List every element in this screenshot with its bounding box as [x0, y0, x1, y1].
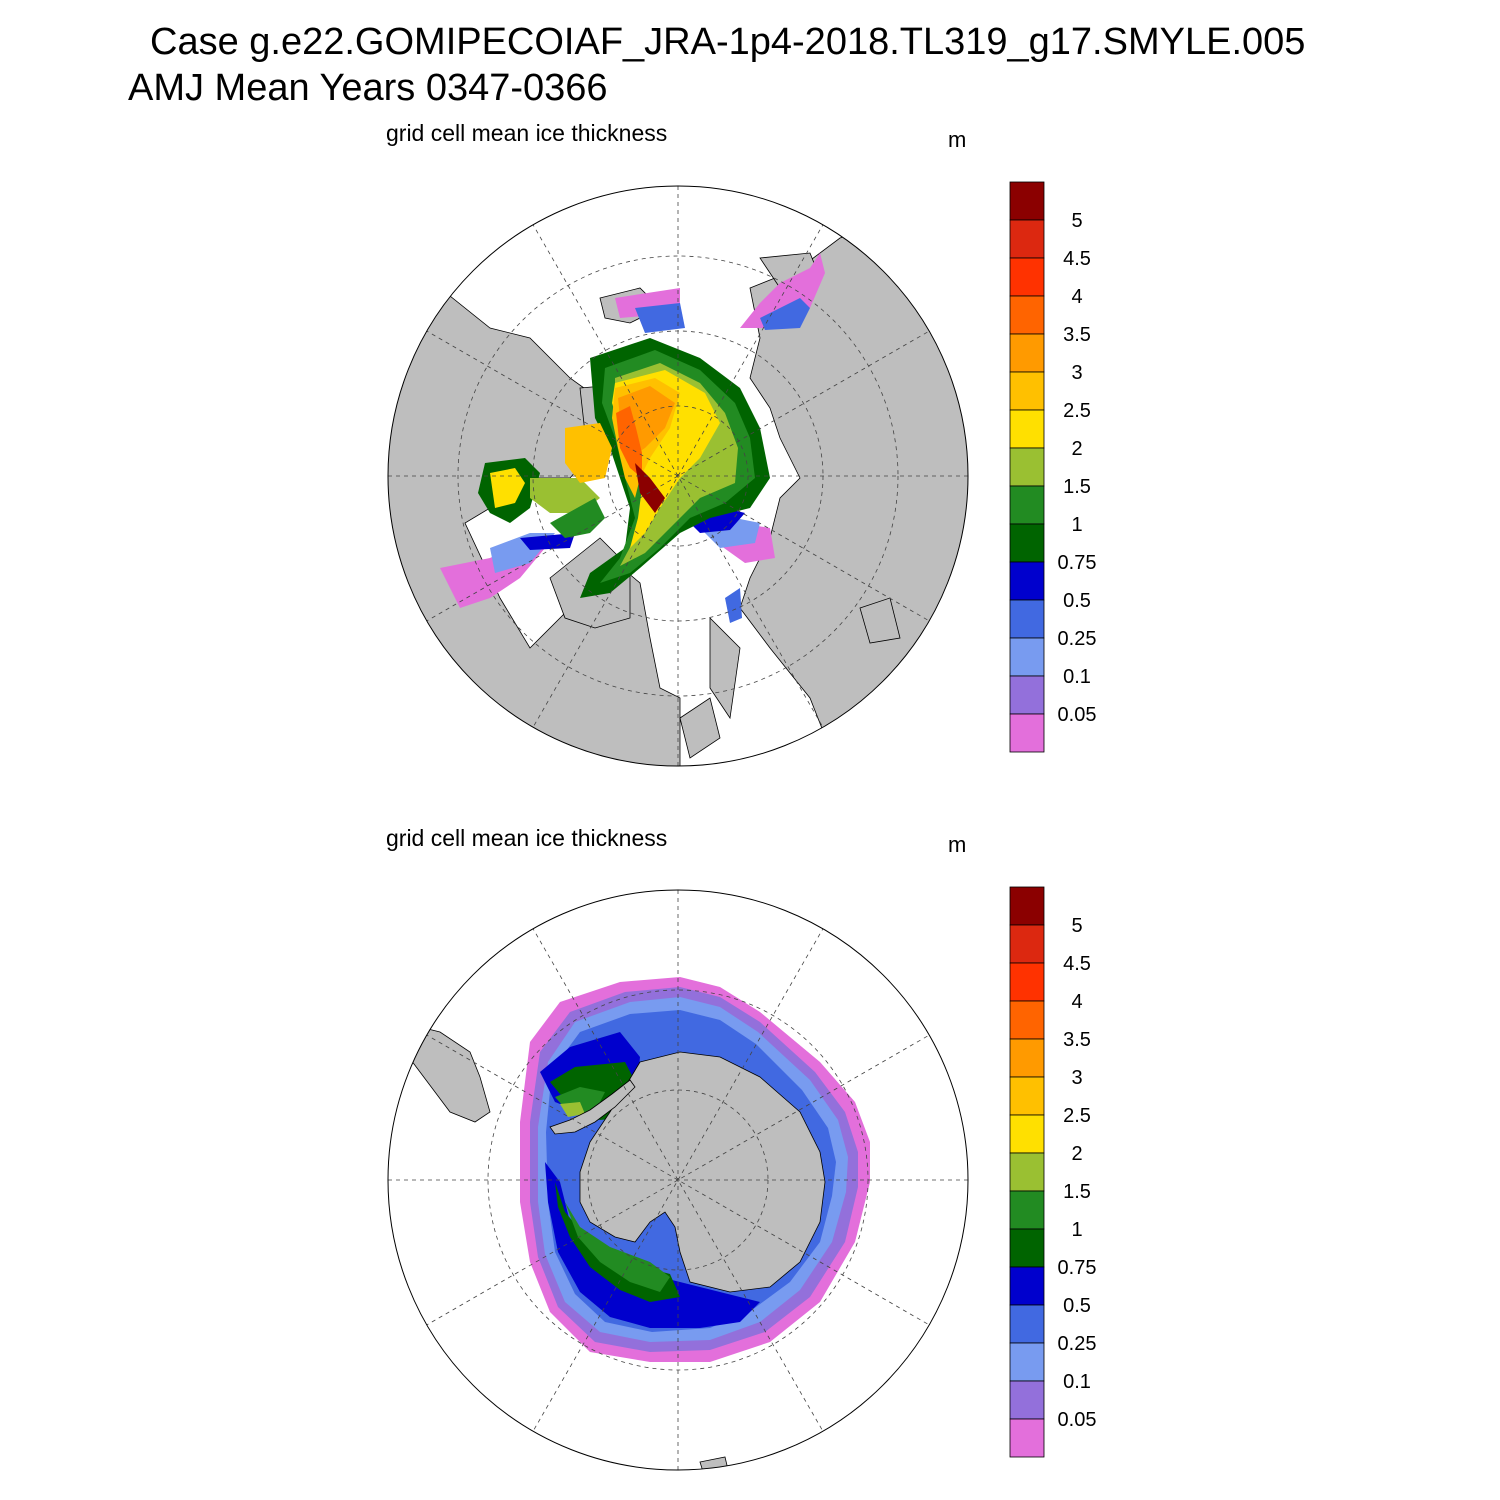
- colorbar-tick-label: 4: [1071, 286, 1082, 308]
- colorbar-bin: [1009, 962, 1045, 1002]
- colorbar-bin: [1009, 1152, 1045, 1192]
- colorbar-tick-label: 4.5: [1063, 953, 1091, 975]
- colorbar-tick-label: 0.75: [1058, 1257, 1097, 1279]
- colorbar-bin: [1009, 1190, 1045, 1230]
- colorbar-tick-label: 5: [1071, 915, 1082, 937]
- colorbar-tick-label: 0.1: [1063, 666, 1091, 688]
- panel-title-antarctic: grid cell mean ice thickness: [386, 825, 668, 851]
- colorbar-bin: [1009, 1000, 1045, 1040]
- antarctic-peninsula: [549, 1079, 636, 1135]
- colorbar-tick-label: 0.25: [1058, 1333, 1097, 1355]
- map-border: [387, 185, 969, 767]
- colorbar-tick-label: 3.5: [1063, 324, 1091, 346]
- colorbar-tick-label: 0.25: [1058, 628, 1097, 650]
- colorbar-bin: [1009, 713, 1045, 753]
- colorbar-bin: [1009, 485, 1045, 525]
- colorbar-tick-label: 0.1: [1063, 1371, 1091, 1393]
- arctic-map: [387, 185, 969, 767]
- ice-ross: [545, 1162, 760, 1328]
- colorbar-bin: [1009, 295, 1045, 335]
- colorbar-bin: [1009, 675, 1045, 715]
- colorbar-tick-label: 2: [1071, 1143, 1082, 1165]
- graticule: [388, 890, 968, 1470]
- colorbar-tick-label: 4.5: [1063, 248, 1091, 270]
- colorbar-bin: [1009, 1114, 1045, 1154]
- colorbar-bin: [1009, 599, 1045, 639]
- panel-title-arctic: grid cell mean ice thickness: [386, 120, 668, 146]
- colorbar-bin: [1009, 333, 1045, 373]
- colorbar-tick-label: 3: [1071, 362, 1082, 384]
- unit-label-arctic: m: [948, 127, 967, 152]
- ice-ca-archipelago: [565, 423, 612, 483]
- colorbar-bin: [1009, 637, 1045, 677]
- colorbar-tick-label: 2.5: [1063, 1105, 1091, 1127]
- colorbar-tick-label: 2.5: [1063, 400, 1091, 422]
- colorbar-tick-label: 1.5: [1063, 476, 1091, 498]
- colorbar-antarctic: 5 4.5 4 3.5 3 2.5 2 1.5 1 0.75 0.5 0.25 0.1 0.05: [1009, 886, 1097, 1458]
- colorbar-tick-label: 1: [1071, 1219, 1082, 1241]
- colorbar-bin: [1009, 447, 1045, 487]
- colorbar-bin: [1009, 1228, 1045, 1268]
- colorbar-bin: [1009, 1038, 1045, 1078]
- south-america: [399, 1021, 491, 1123]
- colorbar-tick-label: 3.5: [1063, 1029, 1091, 1051]
- colorbar-tick-label: 1: [1071, 514, 1082, 536]
- colorbar-tick-label: 2: [1071, 438, 1082, 460]
- colorbar-bin: [1009, 219, 1045, 259]
- colorbar-bin: [1009, 1418, 1045, 1458]
- figure-title: Case g.e22.GOMIPECOIAF_JRA-1p4-2018.TL31…: [150, 21, 1306, 63]
- colorbar-bin: [1009, 1304, 1045, 1344]
- colorbar-tick-label: 0.75: [1058, 552, 1097, 574]
- colorbar-bin: [1009, 409, 1045, 449]
- graticule: [388, 186, 968, 766]
- colorbar-tick-label: 0.05: [1058, 704, 1097, 726]
- colorbar-bin: [1009, 886, 1045, 926]
- land-masses: [399, 1021, 946, 1470]
- colorbar-bin: [1009, 257, 1045, 297]
- antarctic-map: [387, 889, 969, 1471]
- colorbar-bin: [1009, 1076, 1045, 1116]
- colorbar-bin: [1009, 523, 1045, 563]
- colorbar-arctic: 5 4.5 4 3.5 3 2.5 2 1.5 1 0.75 0.5 0.25 0.1 0.05: [1009, 181, 1097, 753]
- colorbar-bin: [1009, 561, 1045, 601]
- colorbar-bin: [1009, 181, 1045, 221]
- colorbar-bin: [1009, 371, 1045, 411]
- colorbar-tick-label: 0.5: [1063, 1295, 1091, 1317]
- colorbar-bin: [1009, 1266, 1045, 1306]
- colorbar-tick-label: 1.5: [1063, 1181, 1091, 1203]
- colorbar-tick-label: 0.5: [1063, 590, 1091, 612]
- colorbar-tick-label: 5: [1071, 210, 1082, 232]
- colorbar-bin: [1009, 924, 1045, 964]
- map-border: [387, 889, 969, 1471]
- antarctica: [579, 1051, 826, 1293]
- colorbar-tick-label: 3: [1071, 1067, 1082, 1089]
- unit-label-antarctic: m: [948, 832, 967, 857]
- colorbar-bin: [1009, 1342, 1045, 1382]
- colorbar-bin: [1009, 1380, 1045, 1420]
- colorbar-tick-label: 4: [1071, 991, 1082, 1013]
- figure-subtitle: AMJ Mean Years 0347-0366: [128, 67, 608, 109]
- sea-ice-fills: [440, 253, 825, 623]
- colorbar-tick-label: 0.05: [1058, 1409, 1097, 1431]
